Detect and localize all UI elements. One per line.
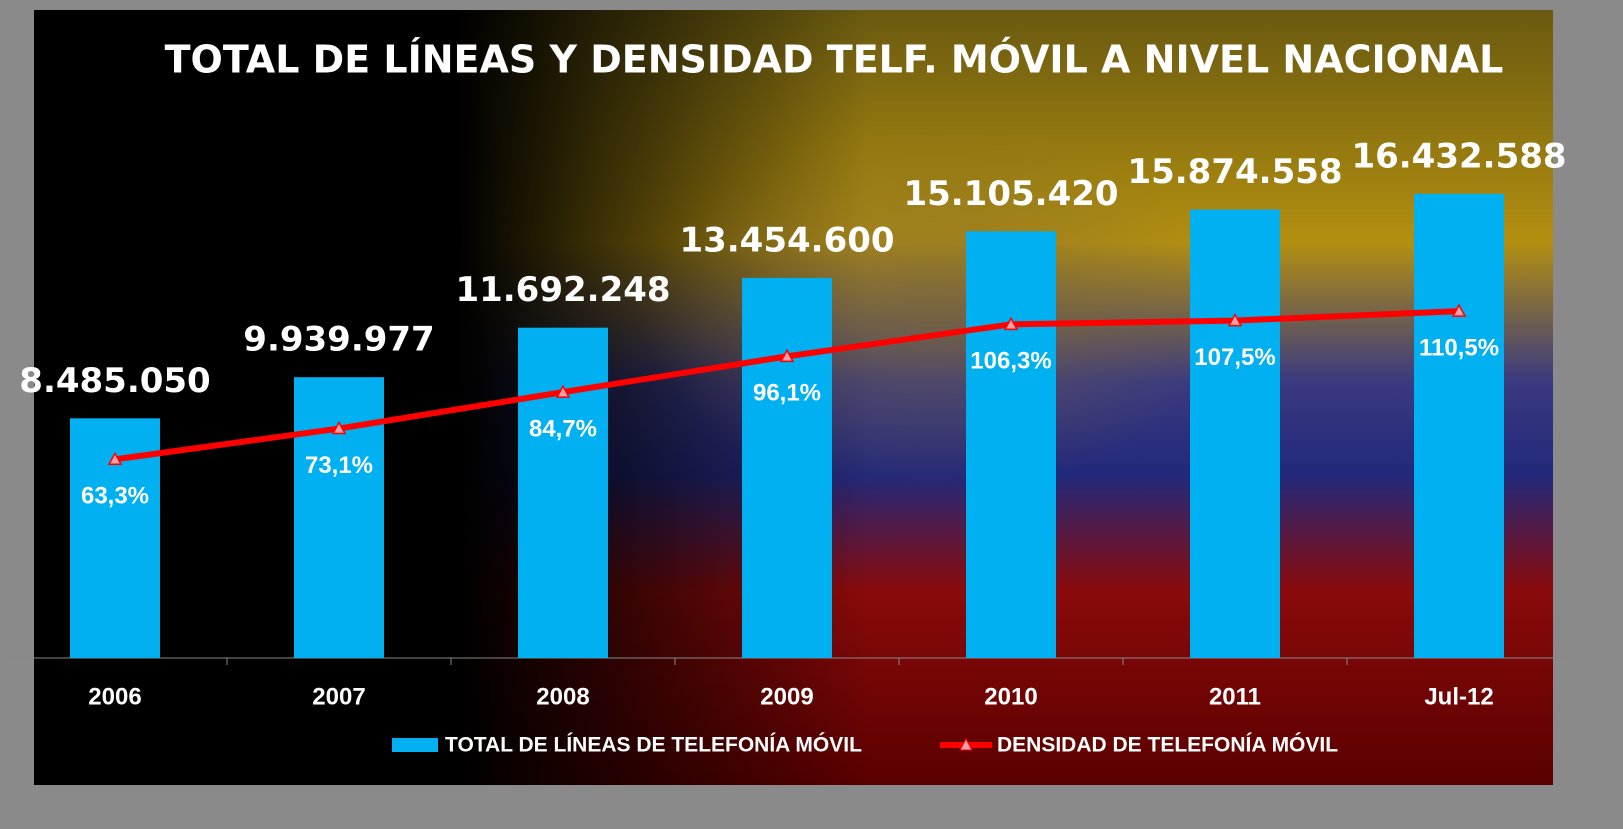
- bar: [1414, 193, 1504, 658]
- data-label: 110,5%: [1419, 334, 1499, 361]
- bar: [518, 327, 608, 658]
- data-label: 16.432.588: [1351, 136, 1566, 176]
- chart-title: TOTAL DE LÍNEAS Y DENSIDAD TELF. MÓVIL A…: [165, 38, 1504, 82]
- line-marker: [107, 451, 123, 466]
- legend-marker: [959, 737, 973, 751]
- bar: [742, 277, 832, 658]
- x-tick-label: 2006: [88, 683, 141, 710]
- data-label: 9.939.977: [243, 320, 434, 360]
- bar: [294, 377, 384, 658]
- data-label: 11.692.248: [455, 270, 670, 310]
- data-label: 96,1%: [753, 380, 821, 407]
- bar: [1190, 209, 1280, 658]
- x-tick-label: 2008: [536, 683, 589, 710]
- line-marker: [555, 384, 571, 398]
- data-label: 13.454.600: [679, 220, 894, 260]
- data-label: 84,7%: [529, 415, 597, 442]
- data-label: 63,3%: [81, 483, 149, 510]
- x-tick-label: 2011: [1209, 683, 1261, 710]
- line-marker: [1003, 316, 1019, 331]
- bar: [966, 231, 1056, 658]
- x-tick-label: 2007: [312, 683, 365, 710]
- line-marker: [331, 420, 347, 435]
- data-label: 15.105.420: [903, 174, 1118, 214]
- line-marker: [1227, 313, 1243, 327]
- data-label: 15.874.558: [1127, 152, 1342, 192]
- data-label: 106,3%: [970, 348, 1051, 375]
- x-tick-label: Jul-12: [1424, 683, 1493, 710]
- x-tick-label: 2009: [760, 683, 813, 710]
- data-label: 8.485.050: [19, 361, 210, 401]
- data-label: 107,5%: [1194, 344, 1275, 371]
- x-tick-label: 2010: [984, 683, 1037, 710]
- line-marker: [779, 348, 795, 363]
- legend-label: DENSIDAD DE TELEFONÍA MÓVIL: [997, 733, 1338, 757]
- line-marker: [1451, 303, 1467, 317]
- data-label: 73,1%: [305, 452, 373, 479]
- legend-label: TOTAL DE LÍNEAS DE TELEFONÍA MÓVIL: [445, 733, 862, 757]
- legend-swatch: [392, 738, 438, 752]
